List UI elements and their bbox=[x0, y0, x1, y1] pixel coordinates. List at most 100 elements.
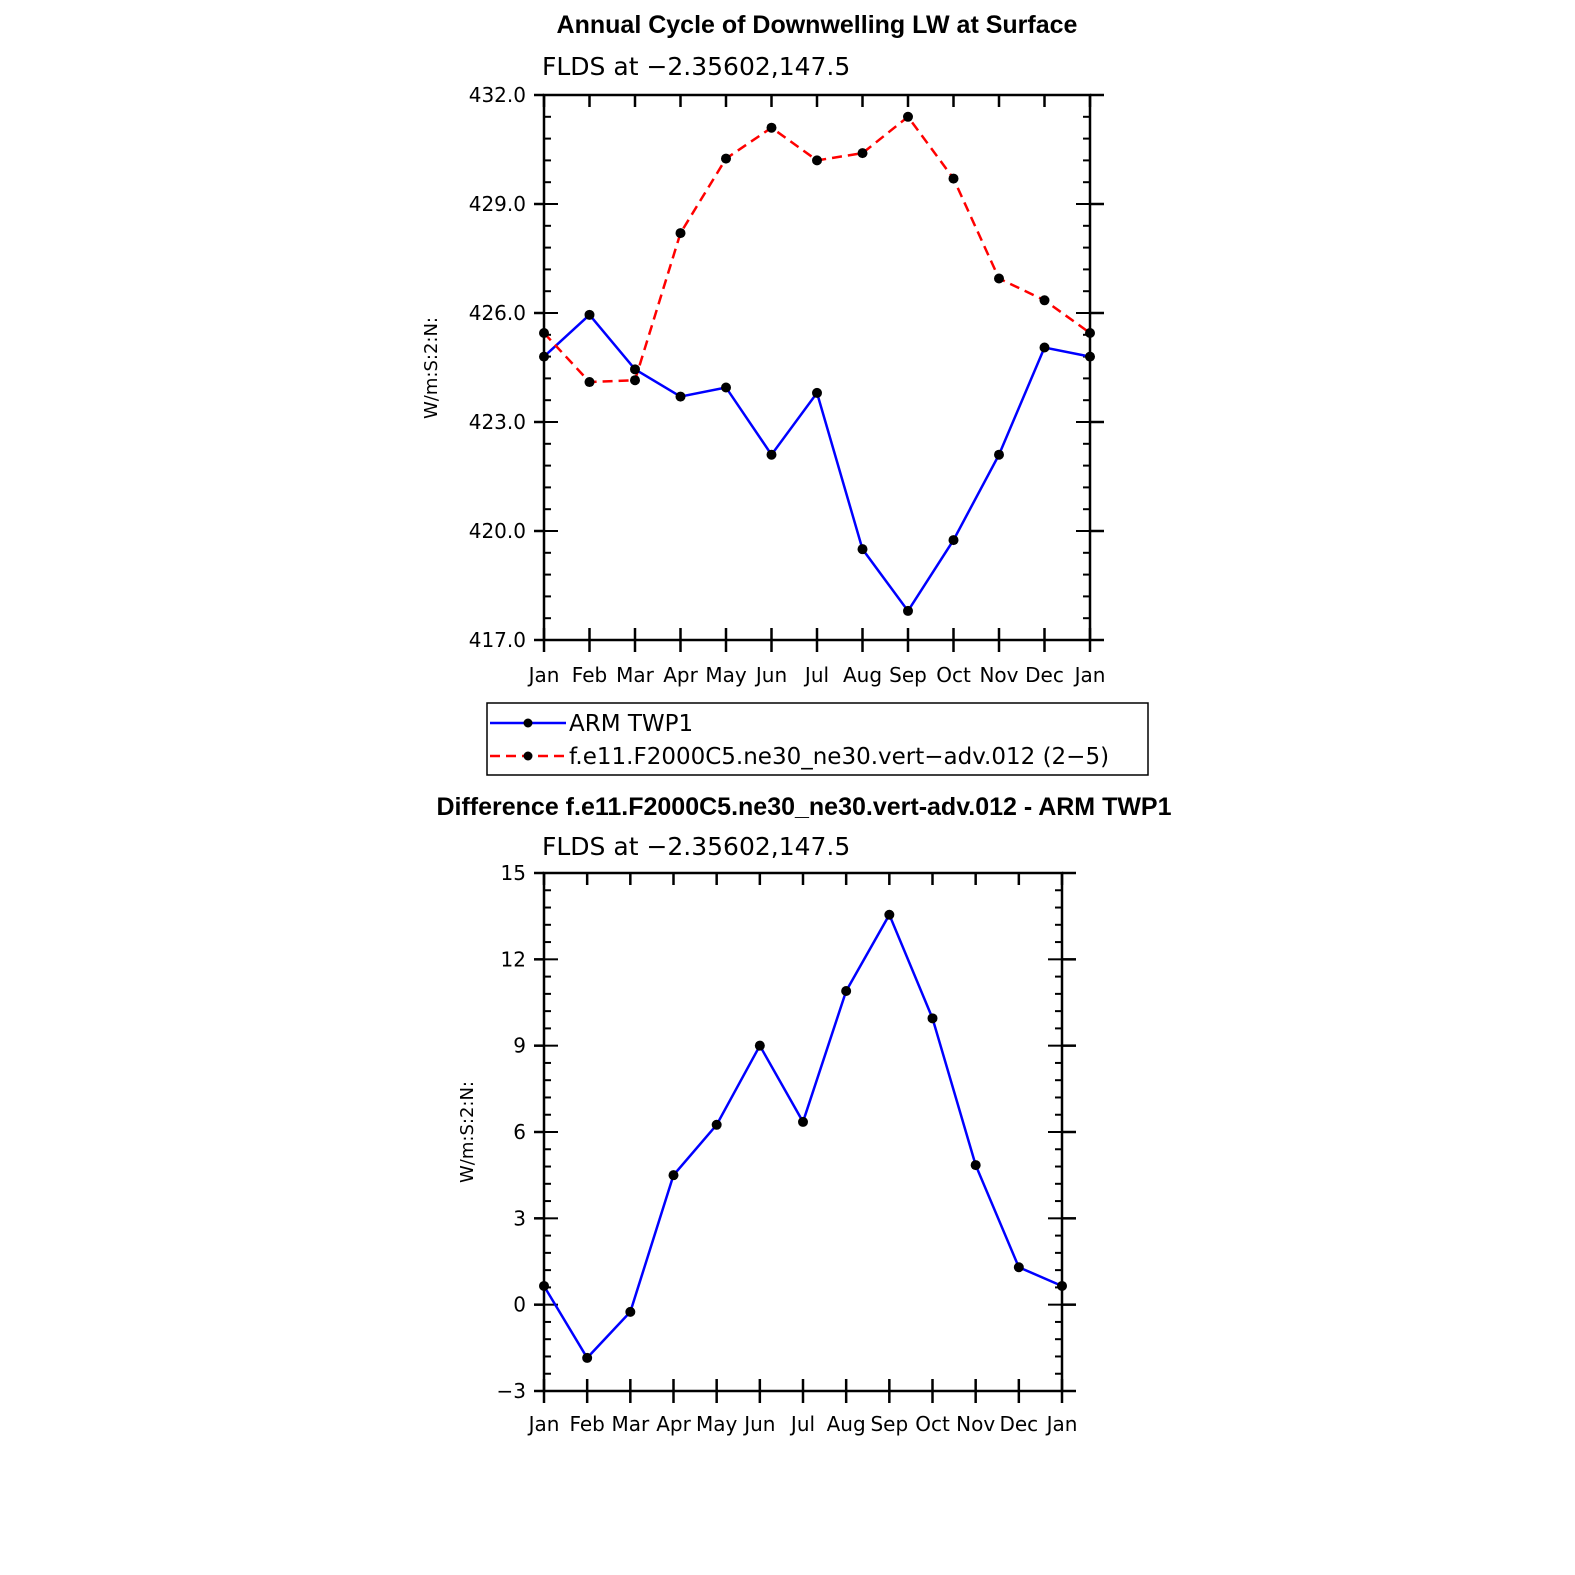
bottom-series-0-point bbox=[884, 909, 895, 920]
top-xtick-label: Apr bbox=[663, 663, 698, 687]
bottom-xtick-label: Nov bbox=[956, 1412, 995, 1436]
top-series-1-point bbox=[766, 122, 777, 133]
top-xtick-label: Jun bbox=[754, 663, 787, 687]
bottom-xtick-label: Jan bbox=[1045, 1412, 1078, 1436]
top-chart-title: Annual Cycle of Downwelling LW at Surfac… bbox=[557, 11, 1078, 39]
bottom-xtick-label: Apr bbox=[656, 1412, 691, 1436]
top-series-0-point bbox=[584, 309, 595, 320]
legend-label-arm-twp1: ARM TWP1 bbox=[569, 711, 693, 737]
bottom-series-0-point bbox=[1057, 1280, 1067, 1291]
top-series-0-point bbox=[539, 351, 549, 362]
top-series-0-point bbox=[812, 387, 822, 398]
top-series-0-point bbox=[903, 605, 913, 616]
top-chart-series bbox=[539, 111, 1095, 616]
top-xtick-label: May bbox=[705, 663, 747, 687]
top-chart-frame bbox=[542, 93, 1092, 642]
bottom-chart-subtitle: FLDS at −2.35602,147.5 bbox=[542, 832, 850, 861]
top-chart-legend: ARM TWP1 f.e11.F2000C5.ne30_ne30.vert−ad… bbox=[486, 702, 1149, 776]
top-series-0-point bbox=[1039, 342, 1050, 353]
bottom-xtick-label: Aug bbox=[827, 1412, 866, 1436]
top-series-1-point bbox=[675, 228, 686, 239]
bottom-chart: Difference f.e11.F2000C5.ne30_ne30.vert-… bbox=[436, 793, 1171, 1436]
top-series-line-0 bbox=[543, 313, 1091, 614]
top-chart: Annual Cycle of Downwelling LW at Surfac… bbox=[421, 11, 1149, 776]
top-xtick-label: Dec bbox=[1025, 663, 1064, 687]
bottom-series-0-point bbox=[841, 985, 852, 996]
bottom-series-0-point bbox=[927, 1013, 938, 1024]
bottom-ytick-label: 15 bbox=[501, 861, 526, 885]
bottom-xtick-label: Jun bbox=[742, 1412, 775, 1436]
bottom-xtick-label: Feb bbox=[569, 1412, 604, 1436]
top-chart-ylabel: W/m:S:2:N: bbox=[421, 317, 442, 419]
bottom-chart-axes: Jan Feb Mar Apr May Jun Jul Aug Sep Oct Nov Dec Jan−… bbox=[497, 861, 1078, 1436]
top-chart-axes: Jan Feb Mar Apr May Jun Jul Aug Sep Oct Nov Dec Jan 4… bbox=[469, 83, 1106, 687]
bottom-xtick-label: Dec bbox=[999, 1412, 1038, 1436]
bottom-xtick-label: May bbox=[696, 1412, 738, 1436]
legend-marker-arm-twp1 bbox=[523, 718, 533, 728]
top-series-1-point bbox=[539, 327, 549, 338]
bottom-series-0-point bbox=[970, 1160, 981, 1171]
bottom-series-0-point bbox=[539, 1280, 549, 1291]
top-ytick-label: 429.0 bbox=[469, 192, 526, 216]
top-xtick-label: Nov bbox=[979, 663, 1018, 687]
top-series-1-point bbox=[903, 111, 913, 122]
top-xtick-label: Oct bbox=[936, 663, 971, 687]
top-ytick-label: 423.0 bbox=[469, 410, 526, 434]
top-series-1-point bbox=[584, 377, 595, 388]
bottom-xtick-label: Sep bbox=[870, 1412, 908, 1436]
bottom-series-0-point bbox=[668, 1170, 679, 1181]
top-chart-subtitle: FLDS at −2.35602,147.5 bbox=[542, 52, 850, 81]
top-xtick-label: Sep bbox=[889, 663, 927, 687]
top-xtick-label: Mar bbox=[616, 663, 655, 687]
top-ytick-label: 420.0 bbox=[469, 519, 526, 543]
legend-marker-model bbox=[523, 751, 533, 761]
top-series-0-point bbox=[675, 391, 686, 402]
top-series-1-point bbox=[721, 153, 731, 164]
top-series-0-point bbox=[994, 449, 1004, 460]
bottom-chart-frame bbox=[542, 871, 1064, 1393]
bottom-series-0-point bbox=[1013, 1262, 1024, 1273]
legend-box bbox=[486, 702, 1149, 776]
bottom-xtick-label: Oct bbox=[915, 1412, 950, 1436]
bottom-ytick-label: 0 bbox=[513, 1293, 526, 1317]
top-series-0-point bbox=[721, 382, 731, 393]
top-series-0-point bbox=[857, 544, 868, 555]
bottom-xtick-label: Mar bbox=[611, 1412, 650, 1436]
top-series-0-point bbox=[948, 535, 959, 546]
top-series-1-point bbox=[1039, 295, 1050, 306]
bottom-xtick-label: Jul bbox=[789, 1412, 815, 1436]
bottom-chart-ylabel: W/m:S:2:N: bbox=[457, 1081, 478, 1183]
top-xtick-label: Feb bbox=[572, 663, 607, 687]
bottom-ytick-label: 6 bbox=[513, 1120, 526, 1144]
top-series-1-point bbox=[948, 173, 959, 184]
bottom-series-0-point bbox=[798, 1116, 808, 1127]
top-ytick-label: 426.0 bbox=[469, 301, 526, 325]
bottom-xtick-label: Jan bbox=[527, 1412, 560, 1436]
top-series-1-point bbox=[994, 273, 1004, 284]
bottom-ytick-label: −3 bbox=[497, 1379, 526, 1403]
top-xtick-label: Jan bbox=[1073, 663, 1106, 687]
top-series-1-point bbox=[1085, 327, 1095, 338]
legend-label-model: f.e11.F2000C5.ne30_ne30.vert−adv.012 (2−… bbox=[569, 744, 1109, 770]
top-xtick-label: Jul bbox=[803, 663, 829, 687]
bottom-ytick-label: 9 bbox=[513, 1034, 526, 1058]
bottom-series-0-point bbox=[754, 1040, 765, 1051]
bottom-series-0-point bbox=[625, 1306, 636, 1317]
bottom-series-0-point bbox=[711, 1119, 722, 1130]
top-series-0-point bbox=[1085, 351, 1095, 362]
bottom-ytick-label: 3 bbox=[513, 1206, 526, 1230]
top-series-0-point bbox=[766, 449, 777, 460]
bottom-chart-series bbox=[539, 909, 1067, 1363]
top-series-1-point bbox=[630, 375, 640, 386]
bottom-series-line-0 bbox=[542, 911, 1063, 1360]
top-xtick-label: Jan bbox=[527, 663, 560, 687]
bottom-ytick-label: 12 bbox=[501, 947, 526, 971]
top-series-1-point bbox=[812, 155, 822, 166]
bottom-chart-title: Difference f.e11.F2000C5.ne30_ne30.vert-… bbox=[436, 793, 1171, 821]
bottom-series-0-point bbox=[582, 1352, 593, 1363]
top-ytick-label: 432.0 bbox=[469, 83, 526, 107]
top-series-0-point bbox=[630, 364, 640, 375]
top-series-1-point bbox=[857, 148, 868, 159]
top-xtick-label: Aug bbox=[843, 663, 882, 687]
